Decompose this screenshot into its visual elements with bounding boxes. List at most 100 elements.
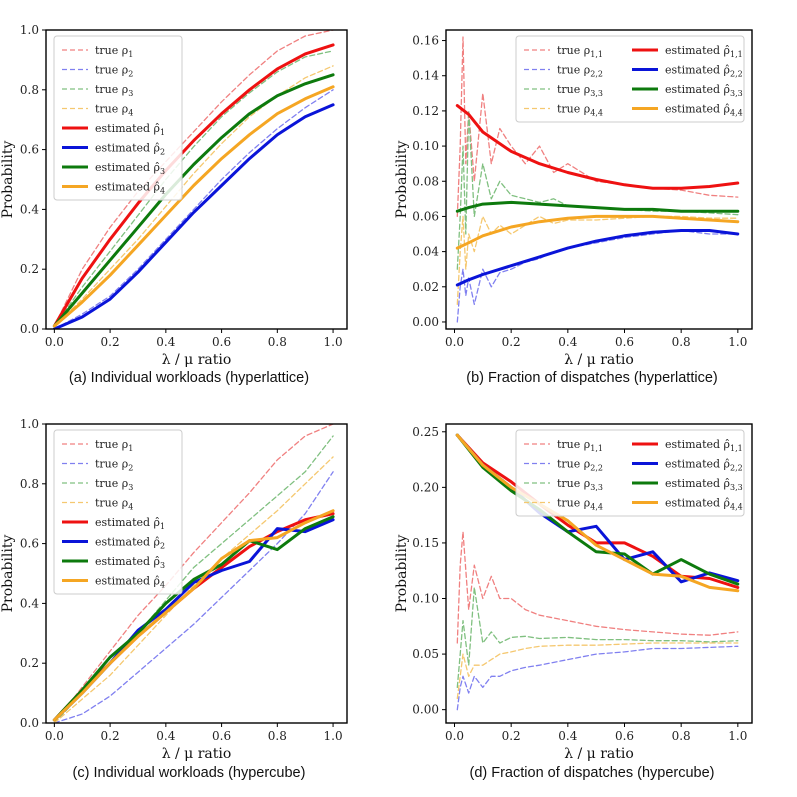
legend-label-subscript: 4 <box>160 581 165 590</box>
y-tick-label: 0.05 <box>412 647 439 661</box>
x-tick-label: 1.0 <box>728 335 747 349</box>
y-tick-label: 0.8 <box>20 477 39 491</box>
x-tick-label: 0.8 <box>672 729 691 743</box>
legend-label-main: estimated ρ̂ <box>95 161 160 174</box>
y-axis-label: Probability <box>0 535 16 613</box>
panel-caption: (d) Fraction of dispatches (hypercube) <box>470 765 715 781</box>
legend-label-subscript: 2 <box>128 464 133 473</box>
legend-label-subscript: 4 <box>160 187 165 196</box>
series-line-8 <box>455 214 740 250</box>
legend-box <box>53 35 183 201</box>
series-line-4 <box>456 642 739 700</box>
y-tick-label: 0.15 <box>412 536 439 550</box>
series-line-4 <box>53 456 334 723</box>
series-line-3 <box>456 110 739 270</box>
series-line-2 <box>53 89 334 329</box>
legend-label-subscript: 2 <box>128 70 133 79</box>
legend-label-subscript: 1 <box>128 50 133 59</box>
legend-label-subscript: 4 <box>128 109 133 118</box>
legend-label-main: true ρ <box>95 477 128 490</box>
series-line-2 <box>456 645 739 711</box>
y-tick-label: 0.04 <box>412 245 439 259</box>
legend-box <box>515 35 745 123</box>
legend-label-subscript: 1 <box>160 128 165 137</box>
legend-label-main: true ρ <box>95 438 128 451</box>
y-tick-label: 0.6 <box>20 537 39 551</box>
legend-label: true ρ4,4 <box>557 497 603 512</box>
legend-label: true ρ3,3 <box>557 83 603 98</box>
series-line-2 <box>53 471 334 723</box>
legend-label-subscript: 3,3 <box>730 483 743 492</box>
legend-label: true ρ1 <box>95 438 133 453</box>
x-tick-label: 0.6 <box>615 729 634 743</box>
series-line-7 <box>455 200 740 213</box>
legend-label: true ρ1,1 <box>557 44 603 59</box>
y-axis-label: Probability <box>394 535 410 613</box>
legend-label-subscript: 4,4 <box>590 109 603 118</box>
x-tick-label: 0.6 <box>615 335 634 349</box>
x-tick-label: 0.4 <box>156 729 175 743</box>
y-axis-label: Probability <box>394 141 410 219</box>
y-tick-label: 0.0 <box>20 716 39 730</box>
legend-label-main: true ρ <box>95 458 128 471</box>
x-tick-label: 0.2 <box>502 729 521 743</box>
legend-label-subscript: 1 <box>128 444 133 453</box>
legend-label-main: estimated ρ̂ <box>95 181 160 194</box>
series-line-5 <box>455 433 740 589</box>
legend-label-main: true ρ <box>557 497 590 510</box>
legend-label-subscript: 4 <box>128 503 133 512</box>
legend-label: true ρ3 <box>95 477 133 492</box>
x-tick-label: 1.0 <box>324 335 343 349</box>
legend-label-main: estimated ρ̂ <box>95 536 160 549</box>
y-tick-label: 0.2 <box>20 262 39 276</box>
panel-caption: (a) Individual workloads (hyperlattice) <box>69 370 309 386</box>
x-tick-label: 0.8 <box>268 729 287 743</box>
legend-label: true ρ2 <box>95 458 133 473</box>
y-tick-label: 0.4 <box>20 202 39 216</box>
legend-label-main: true ρ <box>557 44 590 57</box>
y-tick-label: 0.8 <box>20 83 39 97</box>
legend-box <box>53 429 183 595</box>
series-line-1 <box>53 424 334 723</box>
legend-label-main: estimated ρ̂ <box>95 555 160 568</box>
series-line-6 <box>52 103 335 329</box>
legend-label-main: true ρ <box>557 458 590 471</box>
x-tick-label: 0.0 <box>45 335 64 349</box>
series-line-5 <box>52 43 335 328</box>
plot-frame <box>45 423 348 724</box>
legend-label: true ρ4,4 <box>557 103 603 118</box>
plot-frame <box>45 29 348 330</box>
series-line-8 <box>455 433 740 593</box>
legend-label: estimated ρ̂2,2 <box>665 64 743 79</box>
x-tick-label: 0.0 <box>45 729 64 743</box>
legend-label-subscript: 3,3 <box>590 89 603 98</box>
legend-label-main: estimated ρ̂ <box>665 477 730 490</box>
legend-label-main: true ρ <box>557 477 590 490</box>
legend-label: estimated ρ̂4 <box>95 181 165 196</box>
legend-label-main: estimated ρ̂ <box>665 458 730 471</box>
chart-panel-3: 0.0 0.2 0.4 0.6 0.8 1.0 0.0 0.2 0.4 0.6 0.8 1.0 λ / … <box>0 417 348 781</box>
x-tick-label: 0.2 <box>101 729 120 743</box>
series-line-1 <box>456 531 739 644</box>
legend-label-subscript: 2,2 <box>730 464 743 473</box>
panel-caption: (b) Fraction of dispatches (hyperlattice… <box>466 370 717 386</box>
legend-label-subscript: 3 <box>160 167 165 176</box>
y-tick-label: 0.12 <box>412 104 439 118</box>
legend-label-main: estimated ρ̂ <box>95 516 160 529</box>
legend-label: true ρ3,3 <box>557 477 603 492</box>
x-tick-label: 0.4 <box>558 335 577 349</box>
y-tick-label: 0.00 <box>412 315 439 329</box>
series-line-8 <box>52 509 335 722</box>
series-line-4 <box>53 65 334 327</box>
legend-label-main: estimated ρ̂ <box>665 83 730 96</box>
series-group <box>52 424 335 723</box>
legend-label-subscript: 2,2 <box>590 464 603 473</box>
legend-label: true ρ3 <box>95 83 133 98</box>
legend-label-subscript: 4,4 <box>590 503 603 512</box>
x-tick-label: 0.0 <box>445 335 464 349</box>
series-group <box>52 30 335 329</box>
series-group <box>455 433 740 711</box>
legend-label: true ρ4 <box>95 497 133 512</box>
series-line-3 <box>53 50 334 327</box>
plot-frame <box>445 423 753 724</box>
